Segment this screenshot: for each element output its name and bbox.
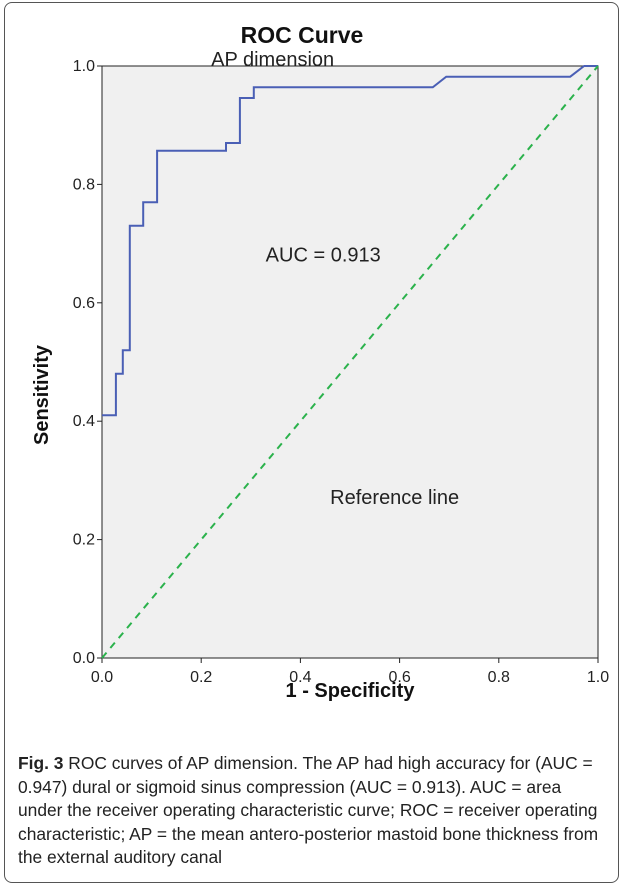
y-tick-label: 1.0 <box>73 58 95 75</box>
annotations: AP dimension AUC = 0.913 Reference line <box>211 49 459 509</box>
chart-title: ROC Curve <box>241 22 364 48</box>
x-tick-label: 0.8 <box>488 669 510 686</box>
caption-text: ROC curves of AP dimension. The AP had h… <box>18 753 599 867</box>
y-tick-label: 0.0 <box>73 650 95 667</box>
reference-line <box>101 65 599 659</box>
y-tick-label: 0.8 <box>73 176 95 193</box>
x-axis-label: 1 - Specificity <box>286 680 416 702</box>
roc-chart: ROC Curve 0.0 0.2 0.4 0.6 0.8 1.0 0.0 0.2 0.4 0.6… <box>31 22 609 702</box>
y-tick-label: 0.2 <box>73 532 95 549</box>
chart-annotation: AUC = 0.913 <box>266 244 381 266</box>
figure-label: Fig. 3 <box>18 753 64 773</box>
x-tick-label: 1.0 <box>587 669 609 686</box>
roc-curve-line <box>102 65 598 417</box>
x-tick-label: 0.0 <box>91 669 113 686</box>
x-tick-label: 0.2 <box>190 669 212 686</box>
figure-caption: Fig. 3 ROC curves of AP dimension. The A… <box>18 752 608 870</box>
y-tick-label: 0.6 <box>73 295 95 312</box>
x-tick-label: 0.6 <box>388 669 410 686</box>
chart-annotation: AP dimension <box>211 49 334 71</box>
chart-annotation: Reference line <box>330 487 459 509</box>
series-group <box>101 65 599 659</box>
y-axis-label: Sensitivity <box>31 344 53 445</box>
y-tick-label: 0.4 <box>73 413 95 430</box>
x-tick-label: 0.4 <box>289 669 311 686</box>
axis-ticks: 0.0 0.2 0.4 0.6 0.8 1.0 0.0 0.2 0.4 0.6 0.8 1.0 <box>73 58 609 686</box>
